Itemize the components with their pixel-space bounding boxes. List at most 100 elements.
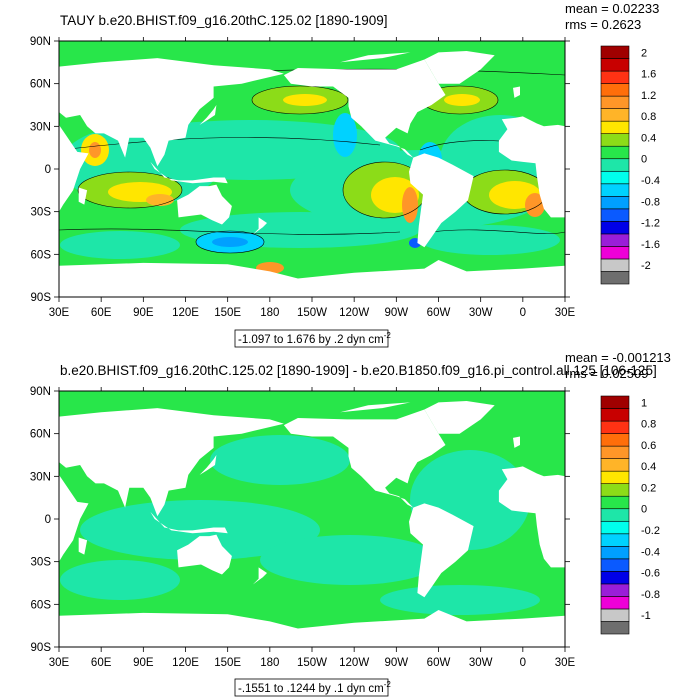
land-polygon xyxy=(253,217,267,235)
panel-1-caption: -1.097 to 1.676 by .2 dyn cm-2 xyxy=(234,329,392,348)
panel-2-rms: rms = 0.02509 xyxy=(565,366,648,381)
colorbar-swatch xyxy=(600,196,630,210)
colorbar-swatch xyxy=(600,45,630,59)
colorbar-swatch xyxy=(600,408,630,422)
lon-tick-label: 30E xyxy=(555,657,576,669)
lon-tick-label: 180 xyxy=(260,657,279,669)
colorbar-label: 0.4 xyxy=(641,132,656,144)
lon-tick-label: 30E xyxy=(49,307,70,319)
colorbar-swatch xyxy=(600,495,630,510)
svg-text:-.1551 to .1244 by .1 dyn cm-2: -.1551 to .1244 by .1 dyn cm-2 xyxy=(238,680,391,695)
colorbar-swatch xyxy=(600,108,630,122)
land-polygon xyxy=(199,455,217,475)
lon-tick-label: 120W xyxy=(339,657,369,669)
colorbar-swatch xyxy=(600,183,630,197)
lat-tick-label: 90S xyxy=(31,642,52,654)
land-polygon xyxy=(78,187,88,205)
land-mask xyxy=(59,51,565,297)
lon-tick-label: 150W xyxy=(297,307,327,319)
lon-tick-label: 60W xyxy=(427,307,451,319)
colorbar-label: -2 xyxy=(641,260,651,272)
colorbar-swatch xyxy=(600,258,630,272)
land-polygon xyxy=(59,260,565,297)
land-polygon xyxy=(59,58,284,167)
lon-tick-label: 120E xyxy=(172,657,199,669)
colorbar-swatch xyxy=(600,221,630,235)
colorbar-label: -0.8 xyxy=(641,196,660,208)
colorbar-label: 0.2 xyxy=(641,482,656,494)
lon-tick-label: 90W xyxy=(385,657,409,669)
lon-tick-label: 60E xyxy=(91,657,112,669)
land-polygon xyxy=(424,51,495,84)
land-polygon xyxy=(283,59,446,158)
land-polygon xyxy=(340,52,411,63)
lat-tick-label: 30N xyxy=(30,121,51,133)
colorbar-swatch xyxy=(600,58,630,72)
colorbar-label: 0.4 xyxy=(641,461,656,473)
colorbar-label: -1.2 xyxy=(641,218,660,230)
panel-1-axes: 90N 60N 30N 0 30S 60S 90S 30E 60E 90E 120E 150E 180 1… xyxy=(30,36,576,319)
lat-tick-label: 60N xyxy=(30,429,51,441)
land-polygon xyxy=(78,537,88,555)
panel-2-title: b.e20.BHIST.f09_g16.20thC.125.02 [1890-1… xyxy=(60,363,657,378)
colorbar-label: 1.2 xyxy=(641,90,656,102)
land-polygon xyxy=(253,567,267,585)
lat-tick-label: 30S xyxy=(31,207,52,219)
lat-tick-label: 60S xyxy=(31,599,52,611)
colorbar-swatch xyxy=(600,133,630,147)
lon-tick-label: 30W xyxy=(469,657,493,669)
panel-1: TAUY b.e20.BHIST.f09_g16.20thC.125.02 [1… xyxy=(30,1,660,348)
land-polygon xyxy=(59,474,89,562)
lat-tick-label: 30S xyxy=(31,557,52,569)
lon-tick-label: 120E xyxy=(172,307,199,319)
colorbar-swatch xyxy=(600,158,630,172)
colorbar-swatch xyxy=(600,120,630,134)
colorbar-label: -0.4 xyxy=(641,175,660,187)
lat-tick-label: 60S xyxy=(31,249,52,261)
colorbar-swatch xyxy=(600,445,630,459)
colorbar-label: 1 xyxy=(641,397,647,409)
lon-tick-label: 150W xyxy=(297,657,327,669)
panel-1-caption-sup: -2 xyxy=(384,331,392,340)
land-polygon xyxy=(177,534,232,575)
panel-2-caption-text: -.1551 to .1244 by .1 dyn cm xyxy=(238,683,384,695)
colorbar-swatch xyxy=(600,271,630,285)
lon-tick-label: 90E xyxy=(133,307,154,319)
lat-tick-label: 60N xyxy=(30,79,51,91)
panel-1-colorbar: 2 1.6 1.2 0.8 0.4 0 -0.4 -0.8 -1.2 -1.6 -2 xyxy=(600,45,660,285)
lon-tick-label: 0 xyxy=(520,307,526,319)
colorbar-swatch xyxy=(600,470,630,484)
lat-tick-label: 90N xyxy=(30,36,51,48)
land-polygon xyxy=(409,503,474,598)
panel-1-mean: mean = 0.02233 xyxy=(565,1,659,16)
panel-1-title: TAUY b.e20.BHIST.f09_g16.20thC.125.02 [1… xyxy=(60,13,387,28)
panel-2: b.e20.BHIST.f09_g16.20thC.125.02 [1890-1… xyxy=(30,350,671,697)
colorbar-label: -0.6 xyxy=(641,568,660,580)
panel-1-rms: rms = 0.2623 xyxy=(565,17,641,32)
panel-2-caption-sup: -2 xyxy=(384,680,392,689)
colorbar-label: 0.8 xyxy=(641,419,656,431)
colorbar-swatch xyxy=(600,95,630,109)
land-polygon xyxy=(177,184,232,225)
colorbar-swatch xyxy=(600,420,630,434)
colorbar-swatch xyxy=(600,208,630,222)
colorbar-swatch xyxy=(600,571,630,585)
lon-tick-label: 30E xyxy=(555,307,576,319)
panel-1-caption-text: -1.097 to 1.676 by .2 dyn cm xyxy=(238,334,384,346)
land-polygon xyxy=(498,116,565,218)
land-polygon xyxy=(340,402,411,413)
colorbar-swatch xyxy=(600,70,630,84)
land-polygon xyxy=(513,436,520,448)
lon-tick-label: 30W xyxy=(469,307,493,319)
colorbar-swatch xyxy=(600,83,630,97)
colorbar-swatch xyxy=(600,458,630,472)
lat-tick-label: 90S xyxy=(31,292,52,304)
panel-2-axes: 90N 60N 30N 0 30S 60S 90S 30E 60E 90E 120E 150E 180 1… xyxy=(30,386,576,669)
lat-tick-label: 0 xyxy=(45,514,51,526)
colorbar-label: -1 xyxy=(641,610,651,622)
lon-tick-label: 30E xyxy=(49,657,70,669)
panel-2-colorbar: 1 0.8 0.6 0.4 0.2 0 -0.2 -0.4 -0.6 -0.8 -1 xyxy=(600,395,660,635)
land-mask xyxy=(59,401,565,647)
land-polygon xyxy=(199,105,217,125)
colorbar-label: 1.6 xyxy=(641,69,656,81)
